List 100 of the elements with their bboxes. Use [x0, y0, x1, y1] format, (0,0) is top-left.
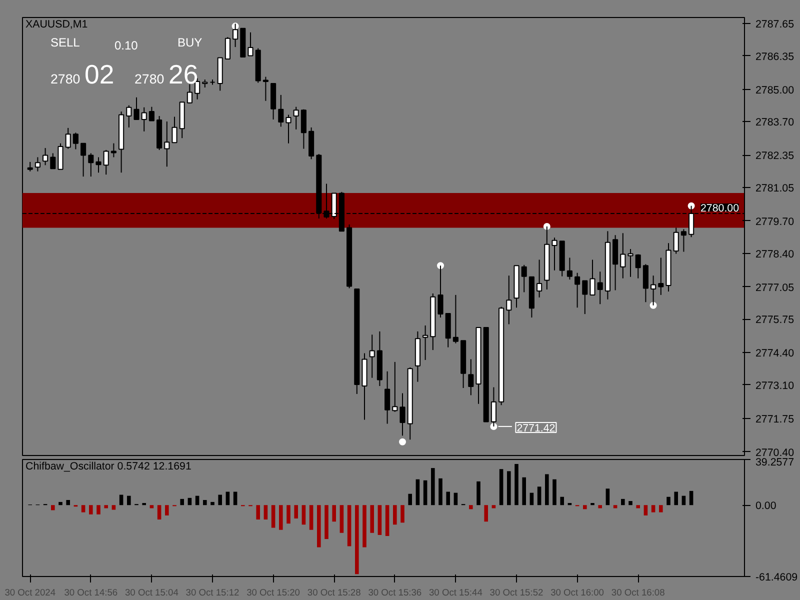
bar [355, 505, 359, 574]
annotation: 26 [168, 60, 198, 90]
bar [279, 505, 283, 530]
annotation: SELL [50, 36, 80, 50]
y-tick-label: 2781.05 [756, 182, 794, 194]
candlestick [65, 127, 71, 150]
y-tick-label: 2771.75 [756, 413, 794, 426]
candlestick [164, 120, 170, 168]
bar [309, 505, 314, 530]
bar [522, 477, 526, 506]
chart-title: Chifbaw_Oscillator 0.5742 12.1691 [26, 460, 192, 472]
bar [286, 505, 290, 524]
y-tick-label: 2785.00 [756, 84, 794, 96]
x-tick-label: 30 Oct 16:08 [611, 588, 665, 598]
annotation: 02 [84, 60, 114, 90]
bar [689, 490, 694, 506]
candlestick [574, 272, 580, 308]
bar [218, 494, 222, 506]
annotation: 0.10 [114, 38, 138, 52]
y-tick-label: 39.2577 [756, 456, 794, 468]
candlestick [300, 108, 306, 150]
bar [340, 505, 344, 533]
candlestick [590, 259, 596, 296]
bar [324, 505, 328, 540]
candlestick [134, 96, 140, 120]
candlestick [628, 248, 634, 278]
bar [484, 505, 488, 522]
bar [446, 492, 450, 506]
bar [302, 505, 306, 525]
candlestick [468, 358, 474, 396]
bar [317, 505, 321, 548]
candlestick [642, 264, 648, 303]
candlestick [96, 156, 102, 174]
bar [476, 481, 480, 506]
candlestick [88, 152, 94, 178]
candlestick [680, 228, 686, 252]
candlestick [552, 237, 558, 271]
bar [438, 478, 442, 506]
candlestick [582, 280, 588, 315]
candlestick [673, 227, 679, 254]
candlestick [34, 156, 40, 172]
bar [89, 505, 93, 514]
bar [400, 505, 404, 523]
y-tick-label: 0.00 [756, 500, 776, 512]
candlestick [369, 334, 375, 378]
candlestick [392, 361, 398, 412]
candlestick [42, 148, 48, 166]
candlestick [620, 232, 626, 279]
bar [271, 505, 276, 528]
bar [408, 494, 412, 506]
candlestick [224, 36, 230, 60]
y-tick-label: 2773.10 [756, 380, 794, 392]
bar [530, 492, 534, 506]
candlestick [506, 275, 512, 325]
bar [537, 486, 542, 506]
x-tick-label: 30 Oct 15:12 [186, 588, 240, 598]
bar [66, 500, 70, 506]
chart-title: XAUUSD,M1 [26, 18, 88, 30]
candlestick [172, 116, 178, 144]
candlestick [27, 161, 33, 172]
candlestick [50, 152, 56, 170]
bar [666, 496, 670, 506]
candlestick [126, 104, 132, 128]
bar [385, 505, 390, 536]
candlestick [400, 392, 406, 436]
bar [454, 492, 458, 506]
bar [51, 505, 55, 510]
x-tick-label: 30 Oct 15:04 [124, 588, 178, 598]
x-tick-label: 30 Oct 15:28 [307, 588, 361, 598]
x-tick-label: 30 Oct 15:36 [368, 588, 422, 598]
x-tick-label: 30 Oct 15:52 [490, 588, 544, 598]
y-tick-label: 2787.65 [756, 18, 794, 31]
bar [583, 505, 587, 510]
bar [157, 505, 162, 520]
y-tick-label: 2778.40 [756, 248, 794, 260]
bar [598, 505, 602, 508]
candlestick [262, 76, 268, 102]
candlestick [186, 84, 192, 104]
y-tick-label: 2775.75 [756, 314, 794, 326]
bar [370, 505, 374, 533]
candlestick [635, 254, 641, 279]
bar [233, 492, 238, 506]
x-tick-label: 30 Oct 14:56 [64, 588, 118, 598]
x-tick-label: 30 Oct 15:20 [246, 588, 300, 598]
bar [58, 502, 62, 506]
bar [347, 505, 352, 546]
y-tick-label: 2786.35 [756, 50, 794, 63]
bar [256, 505, 260, 520]
bar [127, 496, 131, 506]
candlestick [536, 259, 542, 298]
y-tick-label: 2779.70 [756, 216, 794, 228]
candlestick [248, 32, 254, 56]
annotation: BUY [178, 36, 202, 50]
bar [264, 505, 268, 520]
bar [112, 505, 116, 510]
point [399, 438, 406, 446]
bar [606, 488, 610, 506]
candlestick [452, 294, 458, 344]
bar [651, 505, 656, 512]
y-tick-label: 2783.70 [756, 116, 794, 129]
